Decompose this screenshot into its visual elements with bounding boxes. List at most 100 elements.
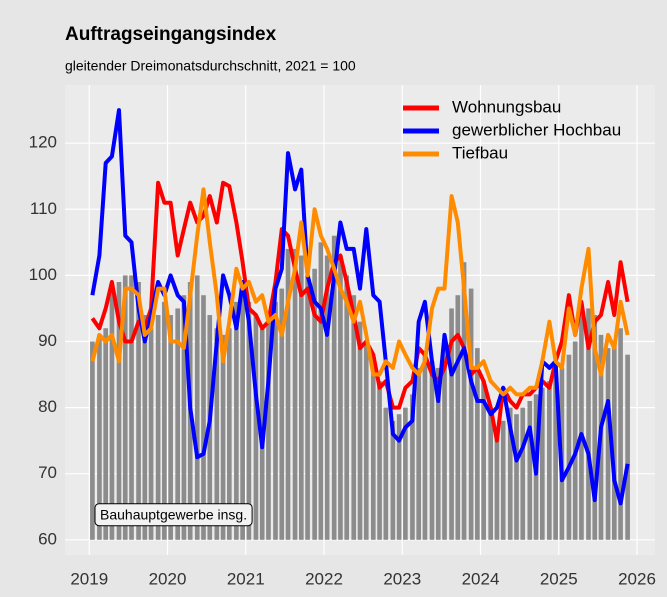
bar [625, 354, 630, 540]
bar [435, 367, 441, 540]
legend-label: Tiefbau [452, 143, 508, 162]
bar [403, 407, 408, 540]
chart-subtitle: gleitender Dreimonatsdurchschnitt, 2021 … [65, 58, 356, 74]
y-tick-label: 70 [38, 463, 57, 482]
bar [109, 288, 115, 540]
bar [527, 400, 533, 540]
bar [122, 275, 128, 540]
bar [351, 295, 357, 540]
bar [148, 328, 154, 540]
bar [507, 407, 513, 540]
x-tick-label: 2023 [383, 569, 421, 588]
bar [305, 275, 310, 540]
legend-label: gewerblicher Hochbau [452, 120, 621, 139]
bar [539, 387, 545, 540]
x-tick-label: 2021 [227, 569, 265, 588]
bar [97, 334, 102, 540]
bar [338, 255, 343, 540]
bar [246, 301, 252, 540]
bar [572, 341, 578, 540]
bar [162, 301, 167, 540]
bar [370, 367, 376, 540]
x-tick-label: 2022 [305, 569, 343, 588]
bar [488, 407, 494, 540]
bar [298, 255, 304, 540]
bar [481, 381, 486, 540]
bar [142, 315, 148, 540]
bar [410, 394, 415, 540]
bar [103, 328, 109, 540]
bar [422, 354, 428, 540]
bar [514, 414, 519, 540]
y-tick-label: 60 [38, 529, 57, 548]
x-tick-label: 2019 [70, 569, 108, 588]
bar [214, 328, 220, 540]
line-series [90, 187, 630, 397]
y-tick-label: 80 [38, 397, 57, 416]
bar [181, 295, 187, 540]
bar [566, 354, 572, 540]
bar [201, 295, 206, 540]
legend-label: Wohnungsbau [452, 97, 561, 116]
bar [461, 262, 467, 540]
bar [344, 275, 350, 540]
bar [605, 348, 611, 540]
bar [553, 374, 558, 540]
bar [520, 407, 526, 540]
bar [363, 341, 369, 540]
bar [416, 367, 422, 540]
bar [318, 242, 324, 540]
line-series [90, 108, 630, 506]
bar [253, 315, 259, 540]
y-tick-label: 110 [30, 199, 57, 218]
bar [285, 248, 291, 540]
bar [618, 328, 623, 540]
bar [226, 328, 232, 540]
bar [611, 341, 617, 540]
bar [240, 295, 245, 540]
bar [429, 361, 435, 540]
bar-label-box [94, 503, 253, 527]
bar [357, 321, 363, 540]
y-tick-label: 90 [38, 331, 57, 350]
bar [292, 248, 298, 540]
bar [324, 255, 330, 540]
bar [129, 275, 134, 540]
bar [586, 308, 591, 540]
bar [455, 295, 461, 540]
x-tick-label: 2020 [149, 569, 187, 588]
bar [547, 381, 552, 540]
bar [175, 308, 181, 540]
bar [279, 288, 285, 540]
x-tick-label: 2026 [618, 569, 656, 588]
y-tick-label: 100 [29, 265, 57, 284]
y-tick-label: 120 [29, 133, 57, 152]
bar [194, 275, 200, 540]
bar [266, 321, 271, 540]
bar [383, 407, 389, 540]
bar [234, 301, 239, 540]
bar [390, 420, 396, 540]
bar [331, 235, 337, 540]
bar [136, 281, 141, 540]
bar [475, 348, 480, 540]
bar [494, 427, 500, 540]
bar [220, 334, 226, 540]
bar [377, 381, 382, 540]
bar [312, 268, 317, 540]
chart-title: Auftragseingangsindex [65, 24, 277, 45]
bar [155, 315, 161, 540]
bar [442, 348, 447, 540]
bar [468, 288, 474, 540]
bar [90, 341, 95, 540]
bar [500, 420, 506, 540]
bar [273, 301, 278, 540]
bar [168, 315, 173, 540]
x-tick-label: 2025 [540, 569, 578, 588]
bar [449, 308, 454, 540]
bar-label: Bauhauptgewerbe insg. [100, 507, 247, 523]
bar [579, 315, 584, 540]
bar [592, 315, 598, 540]
bar [396, 414, 402, 540]
